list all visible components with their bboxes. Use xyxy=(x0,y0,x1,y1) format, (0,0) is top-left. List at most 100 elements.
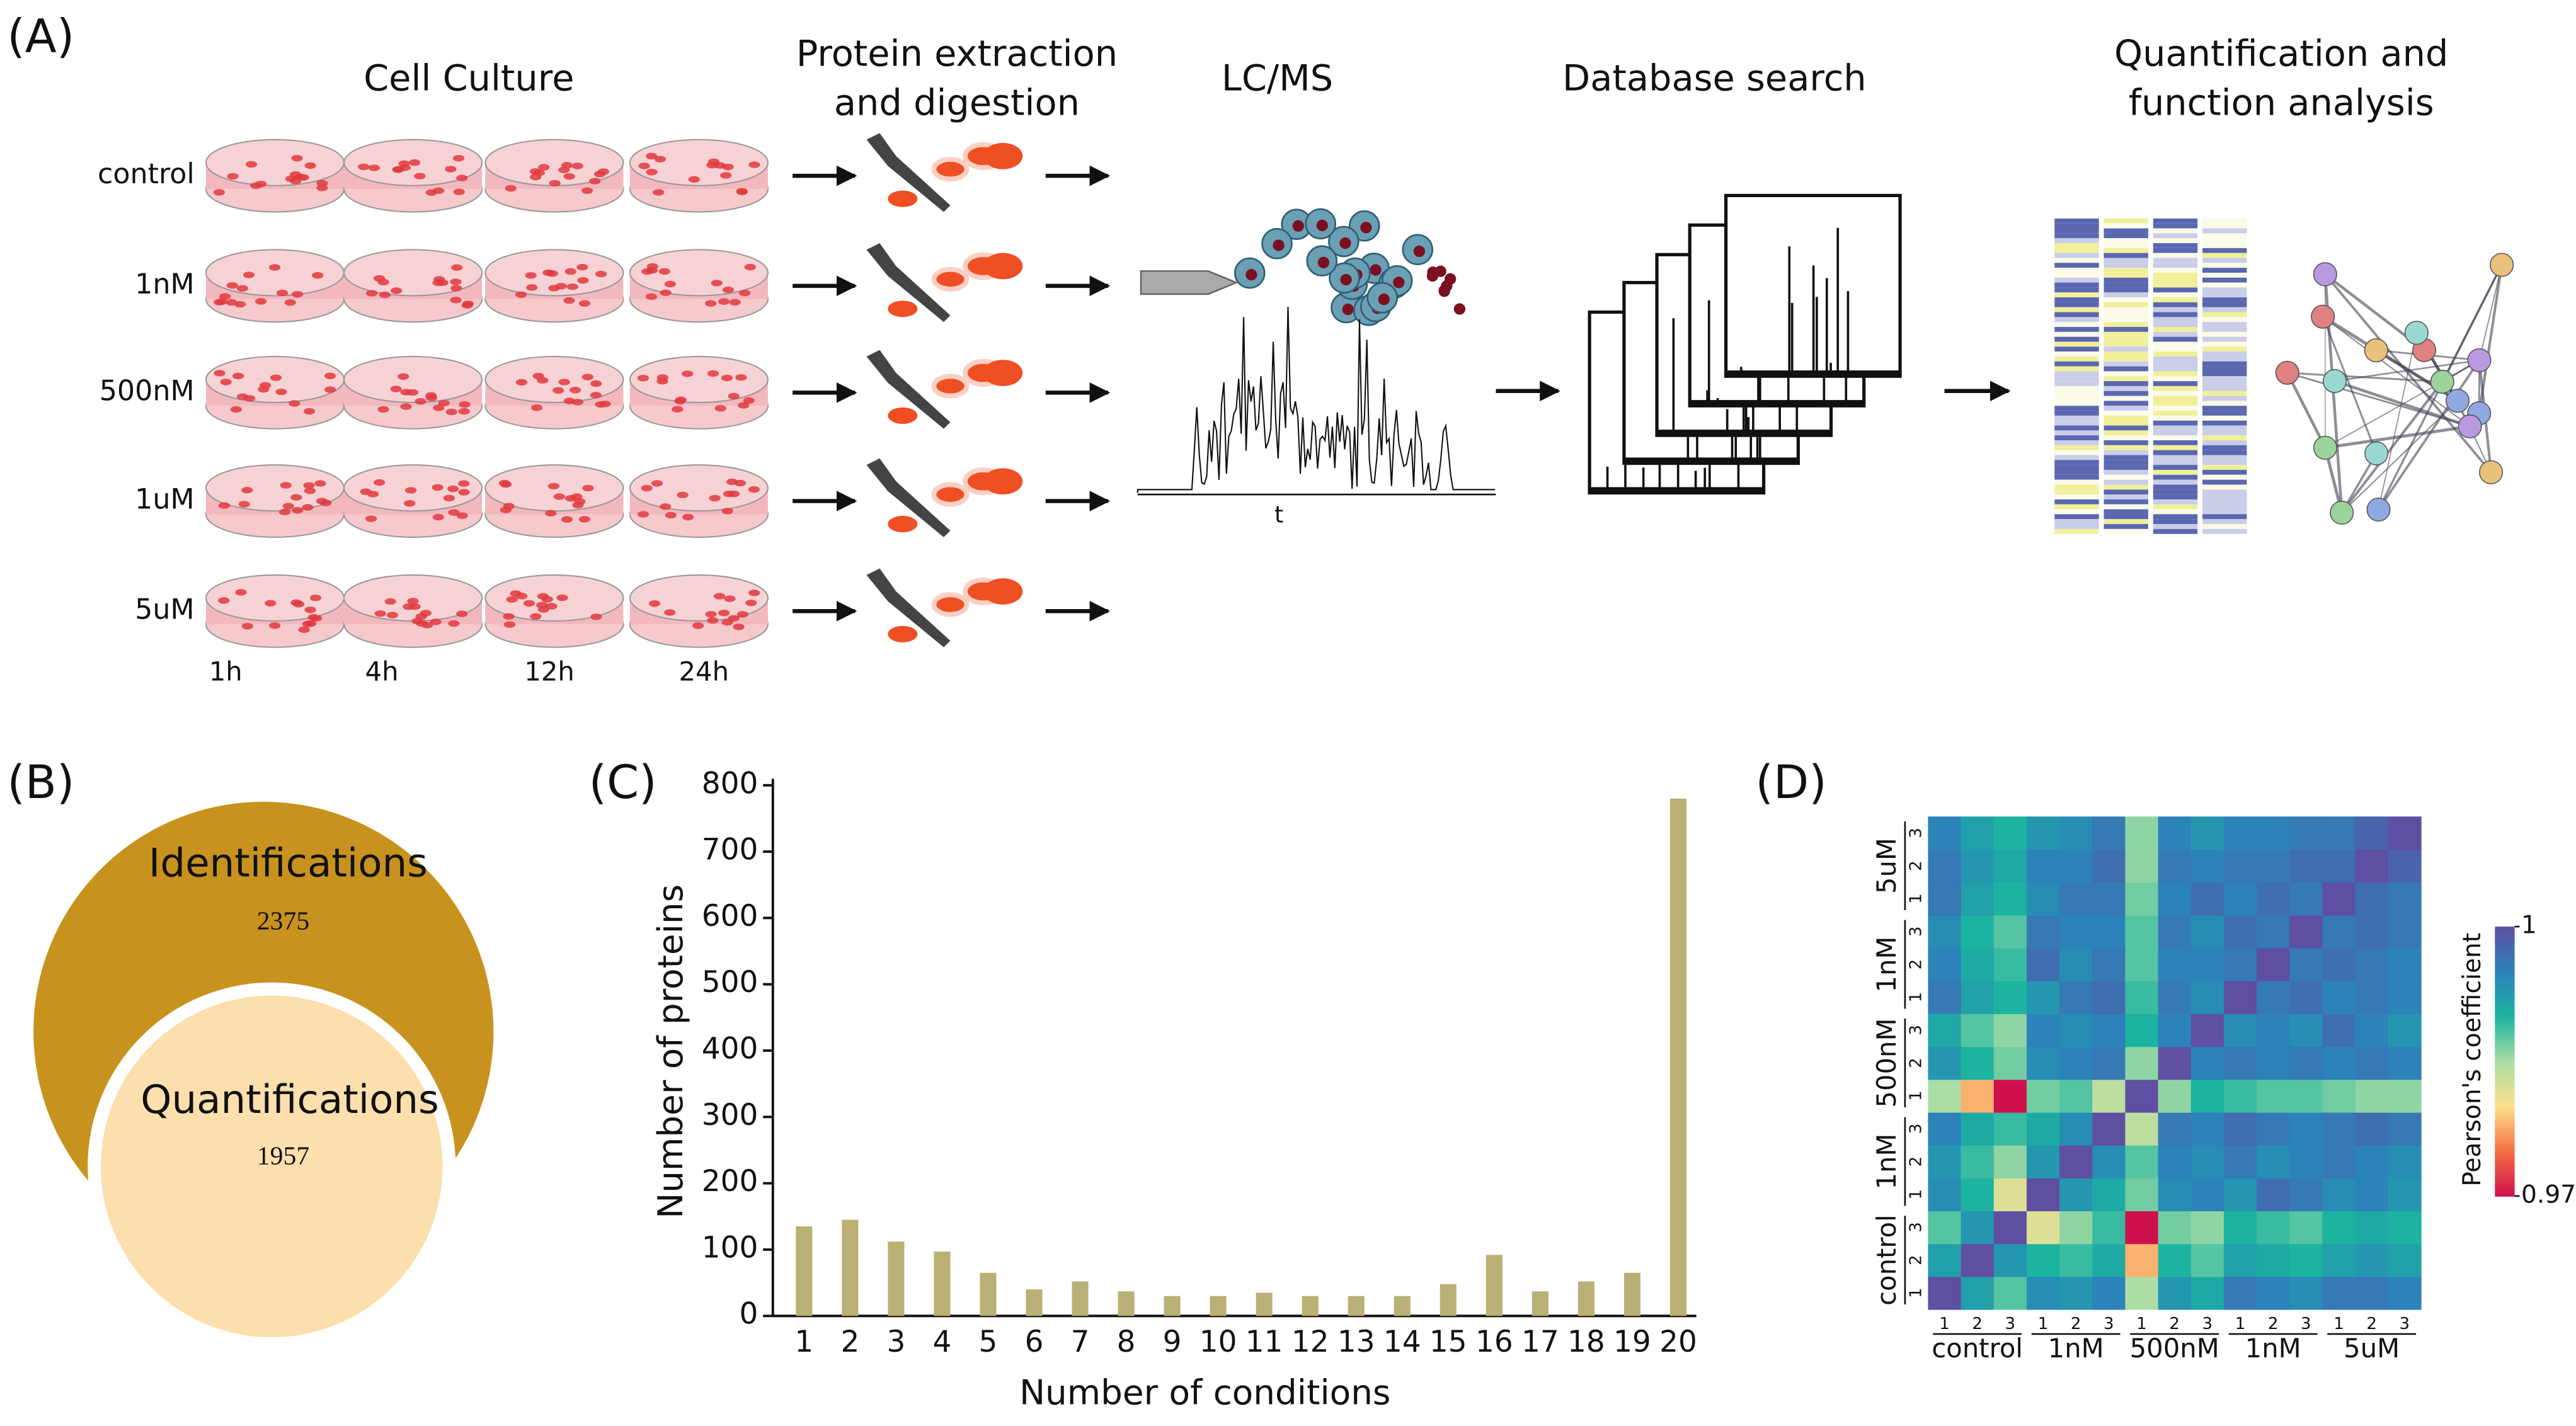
cell xyxy=(704,300,717,307)
cell xyxy=(298,626,310,633)
cell xyxy=(398,373,409,380)
replicate-label: 2 xyxy=(2366,1315,2377,1333)
cell xyxy=(505,185,517,192)
thumb-cell xyxy=(2153,263,2198,268)
heatmap-cell xyxy=(2158,849,2192,883)
y-tick-label: 300 xyxy=(702,1098,758,1132)
thumb-cell xyxy=(2202,218,2247,224)
cell xyxy=(589,178,601,185)
heatmap-cell xyxy=(2059,882,2093,916)
cell xyxy=(735,374,747,381)
heatmap-cell xyxy=(2289,882,2323,916)
thumb-cell xyxy=(2202,465,2247,470)
x-tick-label: 16 xyxy=(1475,1325,1513,1359)
thumb-cell xyxy=(2054,327,2099,332)
replicate-label: 2 xyxy=(1907,1156,1926,1167)
cell xyxy=(733,624,745,630)
heatmap-cell xyxy=(2355,1079,2389,1113)
thumb-cell xyxy=(2104,277,2148,283)
thumb-cell xyxy=(2153,287,2198,293)
colorbar-step xyxy=(2495,1008,2515,1013)
replicate-label: 3 xyxy=(2104,1315,2114,1333)
thumb-cell xyxy=(2104,396,2148,401)
colorbar-step xyxy=(2495,1038,2515,1042)
thumb-cell xyxy=(2202,430,2247,436)
thumb-cell xyxy=(2054,406,2099,411)
thumb-cell xyxy=(2104,381,2148,386)
heatmap-cell xyxy=(2092,1112,2126,1146)
heatmap-cell xyxy=(2190,1178,2224,1212)
heatmap-cell xyxy=(2388,1211,2422,1245)
replicate-label: 3 xyxy=(1907,1222,1926,1233)
cell xyxy=(445,166,457,173)
replicate-label: 1 xyxy=(1907,1090,1926,1101)
heatmap-cell xyxy=(2388,1013,2422,1047)
colorbar-step xyxy=(2495,1100,2515,1105)
network-node xyxy=(2445,389,2470,413)
drop xyxy=(888,300,918,317)
heatmap-cell xyxy=(1928,915,1962,949)
heatmap-cell xyxy=(2026,1013,2060,1047)
heatmap-cell xyxy=(2190,816,2224,850)
thumb-cell xyxy=(2054,253,2099,258)
cell xyxy=(542,269,554,277)
cell xyxy=(748,161,760,168)
x-axis-label: Number of conditions xyxy=(1019,1372,1390,1413)
colorbar-step xyxy=(2495,1117,2515,1121)
cell xyxy=(745,599,757,607)
network-edge xyxy=(2341,400,2458,513)
heatmap-cell xyxy=(2059,915,2093,949)
heatmap-cell xyxy=(2257,1046,2291,1080)
heatmap-cell xyxy=(2026,981,2060,1015)
x-tick-label: 15 xyxy=(1429,1325,1467,1359)
heatmap-cell xyxy=(2059,1243,2093,1277)
cell xyxy=(292,506,304,514)
heatmap-cell xyxy=(2355,1144,2389,1178)
heatmap-cell xyxy=(2355,1013,2389,1047)
thumb-cell xyxy=(2153,509,2198,515)
heatmap-cell xyxy=(2322,1144,2356,1178)
thumb-cell xyxy=(2054,243,2099,248)
cell xyxy=(718,298,730,305)
colorbar-step xyxy=(2495,1032,2515,1036)
heatmap-cell xyxy=(2026,1046,2060,1080)
cell xyxy=(270,374,282,381)
cell xyxy=(392,166,404,173)
cell xyxy=(682,513,694,521)
thumb-cell xyxy=(2153,297,2198,302)
cell xyxy=(581,187,593,194)
replicate-label: 3 xyxy=(1907,1124,1926,1134)
cell xyxy=(425,189,437,196)
cell xyxy=(637,375,650,382)
ion-core xyxy=(1340,273,1352,286)
cell xyxy=(432,484,444,491)
network-edge xyxy=(2325,425,2470,450)
thumb-cell xyxy=(2202,504,2247,510)
network-edge xyxy=(2377,359,2481,511)
knife xyxy=(866,133,951,212)
colorbar-tick-label: 1 xyxy=(2521,911,2537,940)
heatmap-cell xyxy=(1993,1046,2027,1080)
cell xyxy=(365,515,377,522)
thumb-cell xyxy=(2054,277,2099,283)
colorbar-step xyxy=(2495,982,2515,987)
heatmap-cell xyxy=(2026,1243,2060,1277)
cell xyxy=(236,285,248,292)
thumb-cell xyxy=(2104,391,2148,396)
network-node xyxy=(2313,435,2337,460)
thumb-cell xyxy=(2202,277,2247,283)
cell xyxy=(390,385,402,392)
heatmap-cell xyxy=(2388,1144,2422,1178)
heatmap-cell xyxy=(2026,882,2060,916)
thumb-cell xyxy=(2202,484,2247,490)
ion-core xyxy=(1339,237,1351,249)
thumb-cell xyxy=(2054,460,2099,465)
thumb-cell xyxy=(2054,494,2099,499)
x-tick-label: 7 xyxy=(1071,1325,1090,1359)
heatmap-cell xyxy=(1928,816,1962,850)
cell xyxy=(597,168,609,175)
thumb-cell xyxy=(2054,356,2099,362)
thumb-cell xyxy=(2104,499,2148,505)
heatmap-cell xyxy=(2125,1079,2159,1113)
heatmap-cell xyxy=(2355,1211,2389,1245)
